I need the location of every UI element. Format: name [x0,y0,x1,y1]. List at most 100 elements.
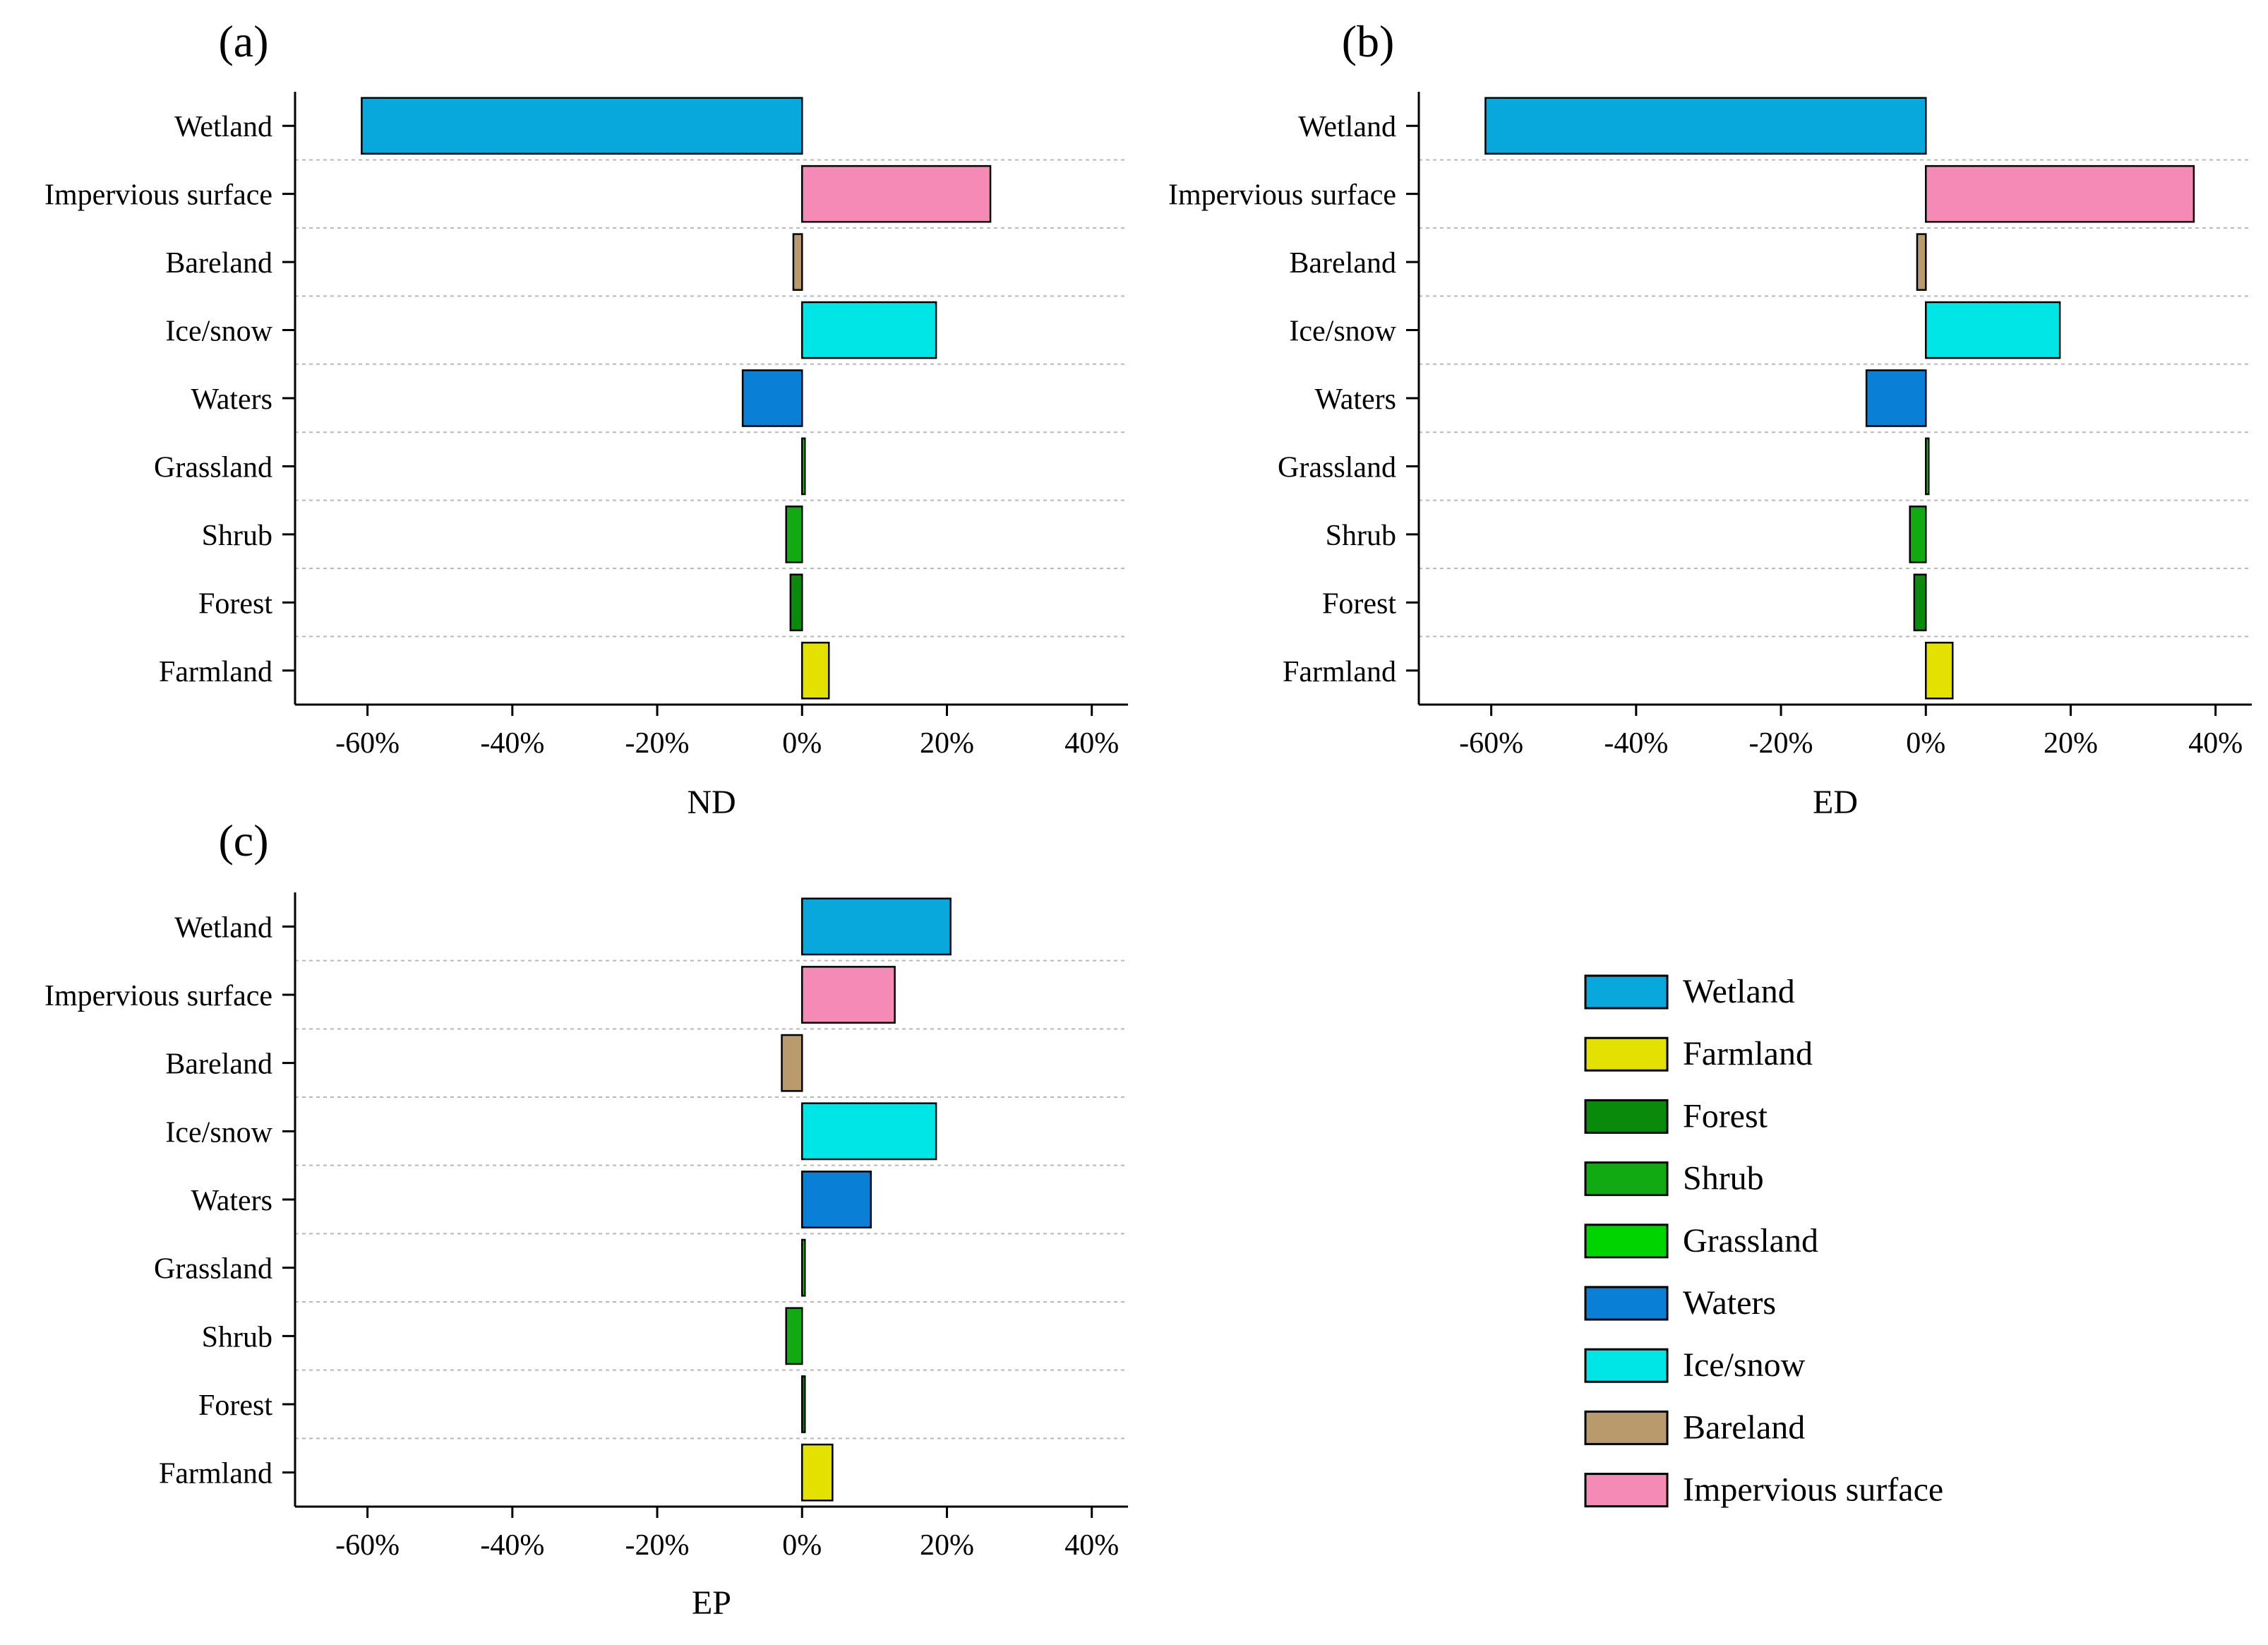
legend-swatch-ice-snow [1584,1348,1669,1383]
bar-grassland [801,437,806,496]
y-tick-label: Farmland [159,1458,272,1490]
x-tick-label: 40% [2188,727,2243,760]
legend-label-bareland: Bareland [1683,1408,1805,1446]
x-tick-label: 20% [920,727,974,760]
x-tick-label: 0% [782,1529,822,1562]
x-tick-label: 20% [2044,727,2098,760]
bar-ice-snow [801,301,937,359]
bar-bareland [792,233,803,291]
legend: Wetland Farmland Forest Shrub Grassland Water… [1584,973,1943,1509]
bar-ice-snow [1925,301,2061,359]
bar-forest [801,1375,806,1433]
bar-wetland [361,97,803,155]
y-tick-label: Ice/snow [1289,316,1396,348]
y-tick-label: Grassland [154,1253,272,1286]
legend-swatch-forest [1584,1099,1669,1134]
y-tick-label: Ice/snow [165,316,272,348]
bar-wetland [1484,97,1927,155]
legend-label-ice-snow: Ice/snow [1683,1346,1806,1384]
y-tick-label: Shrub [202,520,272,552]
legend-label-shrub: Shrub [1683,1160,1764,1197]
x-tick-label: 20% [920,1529,974,1562]
x-tick-label: 40% [1064,1529,1119,1562]
bar-bareland [781,1034,803,1092]
bar-waters [741,369,803,427]
legend-swatch-shrub [1584,1161,1669,1197]
y-tick-label: Waters [191,1185,272,1217]
y-tick-label: Bareland [165,247,272,280]
legend-label-forest: Forest [1683,1097,1768,1135]
y-tick-label: Bareland [165,1048,272,1081]
bar-farmland [801,641,830,700]
bar-shrub [785,506,803,563]
x-tick-label: -40% [1604,727,1668,760]
bar-grassland [1925,437,1930,496]
x-axis-title: ED [1813,784,1858,821]
y-tick-label: Waters [191,383,272,416]
chart-b: (b) Wetland Impervious surface Bareland Ice/… [1168,16,2252,821]
x-tick-label: -60% [335,1529,400,1562]
y-tick-label: Farmland [159,656,272,688]
y-tick-label: Forest [1322,587,1396,620]
bar-ice-snow [801,1102,937,1161]
bar-shrub [1909,506,1927,563]
x-tick-label: 0% [1906,727,1945,760]
y-tick-label: Forest [198,1389,272,1422]
y-tick-label: Impervious surface [1168,179,1396,212]
x-tick-label: -20% [625,727,690,760]
legend-swatch-waters [1584,1286,1669,1321]
bar-shrub [785,1307,803,1365]
y-tick-label: Ice/snow [165,1116,272,1149]
y-tick-label: Shrub [202,1321,272,1353]
legend-swatch-bareland [1584,1410,1669,1445]
y-tick-label: Wetland [174,111,272,143]
legend-swatch-grassland [1584,1224,1669,1259]
x-tick-label: 40% [1064,727,1119,760]
panel-label-b: (b) [1342,16,1395,66]
chart-a: (a) Wetland Impervious surface Bareland Ice/… [44,16,1128,821]
y-tick-label: Grassland [1278,451,1396,484]
legend-label-farmland: Farmland [1683,1035,1813,1072]
x-axis-title: EP [692,1584,731,1622]
y-tick-label: Wetland [1298,111,1396,143]
x-tick-label: -40% [480,727,544,760]
bar-wetland [801,897,952,956]
legend-label-wetland: Wetland [1683,973,1795,1010]
x-tick-label: 0% [782,727,822,760]
y-tick-label: Waters [1314,383,1396,416]
legend-label-waters: Waters [1683,1284,1776,1322]
legend-swatch-impervious-surface [1584,1473,1669,1508]
x-tick-label: -60% [335,727,400,760]
bar-farmland [801,1443,834,1502]
bar-impervious-surface [801,966,896,1024]
y-tick-label: Bareland [1289,247,1396,280]
legend-swatch-farmland [1584,1036,1669,1072]
y-tick-label: Farmland [1283,656,1396,688]
bar-impervious-surface [1925,164,2195,223]
y-tick-label: Forest [198,587,272,620]
legend-swatch-wetland [1584,974,1669,1010]
y-tick-label: Impervious surface [44,179,272,212]
x-tick-label: -60% [1459,727,1523,760]
chart-c: (c) Wetland Impervious surface Bareland Ice/… [44,815,1128,1622]
x-axis-title: ND [687,784,736,821]
legend-label-grassland: Grassland [1683,1222,1818,1260]
bar-grassland [801,1238,806,1297]
panel-label-a: (a) [218,16,268,66]
bar-forest [1913,573,1927,632]
y-tick-label: Grassland [154,451,272,484]
bar-forest [789,573,803,632]
bar-bareland [1916,233,1927,291]
y-tick-label: Wetland [174,911,272,944]
bar-impervious-surface [801,164,992,223]
bar-waters [801,1171,872,1228]
legend-label-impervious-surface: Impervious surface [1683,1471,1943,1509]
x-tick-label: -20% [1749,727,1813,760]
bar-waters [1865,369,1927,427]
x-tick-label: -20% [625,1529,690,1562]
bar-farmland [1925,641,1954,700]
panel-label-c: (c) [218,815,268,866]
y-tick-label: Shrub [1326,520,1396,552]
x-tick-label: -40% [480,1529,544,1562]
